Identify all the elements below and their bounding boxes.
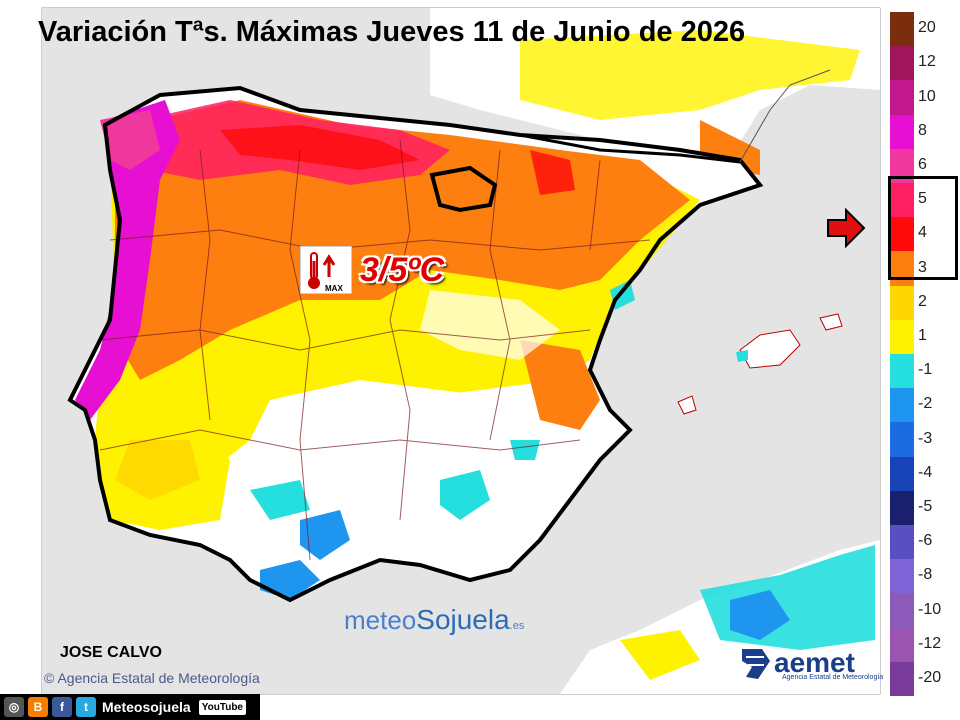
brand-part1: meteo (344, 605, 417, 635)
legend-label: 5 (918, 190, 927, 208)
legend-swatch (890, 559, 914, 594)
thermometer-label: MAX (325, 284, 343, 293)
thermometer-up-icon: MAX (300, 246, 352, 294)
brand-part2: Sojuela (416, 604, 510, 635)
legend-label: 10 (918, 87, 936, 105)
legend: 20 12 10 8 6 5 4 3 2 1 -1 -2 -3 -4 -5 -6 -8 -10 -12 -20 (886, 12, 958, 697)
legend-label: -3 (918, 429, 933, 447)
legend-label: 3 (918, 258, 927, 276)
blogger-icon[interactable]: B (28, 697, 48, 717)
legend-swatch (890, 354, 914, 389)
legend-swatch (890, 80, 914, 116)
youtube-icon[interactable]: YouTube (198, 699, 246, 715)
legend-label: 12 (918, 53, 936, 71)
legend-swatch (890, 388, 914, 423)
legend-label: -8 (918, 566, 933, 584)
legend-label: -5 (918, 497, 933, 515)
legend-swatch (890, 525, 914, 560)
balearic-mallorca (739, 329, 801, 369)
instagram-icon[interactable]: ◎ (4, 697, 24, 717)
highlight-badge: MAX 3/5ºC (300, 246, 444, 294)
legend-label: 2 (918, 292, 927, 310)
legend-label: -4 (918, 463, 933, 481)
twitter-icon[interactable]: t (76, 697, 96, 717)
legend-label: -6 (918, 532, 933, 550)
legend-label: 20 (918, 19, 936, 37)
legend-label: -2 (918, 395, 933, 413)
social-handle[interactable]: Meteosojuela (102, 699, 191, 715)
legend-label: -1 (918, 361, 933, 379)
legend-label: 1 (918, 326, 927, 344)
legend-swatch (890, 251, 914, 287)
facebook-icon[interactable]: f (52, 697, 72, 717)
legend-swatch (890, 627, 914, 663)
legend-label: -12 (918, 634, 942, 652)
highlight-value: 3/5ºC (360, 250, 445, 289)
coastline (67, 85, 764, 603)
la-rioja-outline (429, 165, 498, 213)
aemet-subtitle: Agencia Estatal de Meteorología (782, 674, 884, 681)
author-name: JOSE CALVO (60, 644, 162, 661)
legend-label: -20 (918, 668, 942, 686)
legend-swatch (890, 12, 914, 47)
brand-logo: meteoSojuela.es (344, 604, 524, 636)
legend-swatch (890, 114, 914, 150)
legend-swatch (890, 422, 914, 458)
aemet-name: aemet (774, 647, 855, 678)
legend-swatch (890, 490, 914, 526)
legend-highlight-box (888, 176, 958, 280)
aemet-emblem-icon (742, 649, 770, 679)
legend-label: 8 (918, 121, 927, 139)
legend-swatch (890, 456, 914, 492)
legend-swatch (890, 217, 914, 252)
legend-label: -10 (918, 600, 942, 618)
legend-swatch (890, 661, 914, 697)
social-bar: ◎ B f t Meteosojuela YouTube (0, 694, 260, 720)
legend-swatch (890, 285, 914, 321)
legend-swatch (890, 593, 914, 629)
province-borders (99, 139, 651, 561)
legend-swatch (890, 183, 914, 218)
credit-text: Agencia Estatal de Meteorología (57, 670, 260, 686)
credit: © Agencia Estatal de Meteorología (44, 670, 260, 686)
page-title: Variación Tªs. Máximas Jueves 11 de Juni… (38, 16, 746, 48)
copyright-icon: © (44, 670, 55, 686)
legend-label: 6 (918, 155, 927, 173)
aemet-logo: aemet Agencia Estatal de Meteorología (738, 640, 883, 686)
legend-label: 4 (918, 224, 927, 242)
legend-swatch (890, 319, 914, 355)
arrow-right-icon (826, 207, 866, 253)
brand-part3: .es (509, 620, 525, 632)
legend-swatch (890, 46, 914, 81)
